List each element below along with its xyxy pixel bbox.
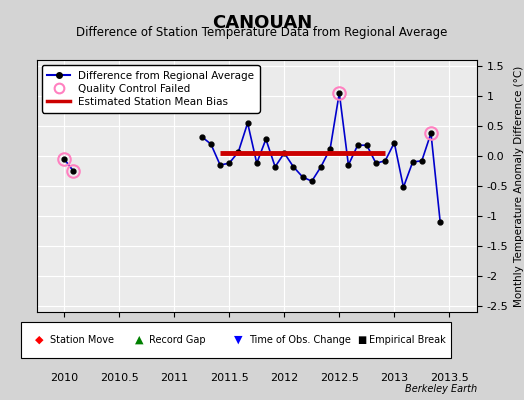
Text: ■: ■: [357, 335, 366, 345]
Text: ◆: ◆: [35, 335, 43, 345]
Text: ▼: ▼: [234, 335, 243, 345]
Text: 2011: 2011: [160, 373, 188, 383]
Text: 2010.5: 2010.5: [100, 373, 138, 383]
Text: Difference of Station Temperature Data from Regional Average: Difference of Station Temperature Data f…: [77, 26, 447, 39]
Text: Record Gap: Record Gap: [149, 335, 206, 345]
Text: Station Move: Station Move: [50, 335, 114, 345]
Text: ▲: ▲: [135, 335, 143, 345]
Text: 2013: 2013: [380, 373, 408, 383]
Text: Time of Obs. Change: Time of Obs. Change: [249, 335, 351, 345]
Text: 2012.5: 2012.5: [320, 373, 359, 383]
Text: 2010: 2010: [50, 373, 78, 383]
Y-axis label: Monthly Temperature Anomaly Difference (°C): Monthly Temperature Anomaly Difference (…: [514, 65, 524, 307]
Text: Empirical Break: Empirical Break: [369, 335, 446, 345]
Text: 2012: 2012: [270, 373, 298, 383]
Text: 2013.5: 2013.5: [430, 373, 468, 383]
Text: Berkeley Earth: Berkeley Earth: [405, 384, 477, 394]
Text: CANOUAN: CANOUAN: [212, 14, 312, 32]
Text: 2011.5: 2011.5: [210, 373, 248, 383]
Legend: Difference from Regional Average, Quality Control Failed, Estimated Station Mean: Difference from Regional Average, Qualit…: [42, 65, 259, 112]
